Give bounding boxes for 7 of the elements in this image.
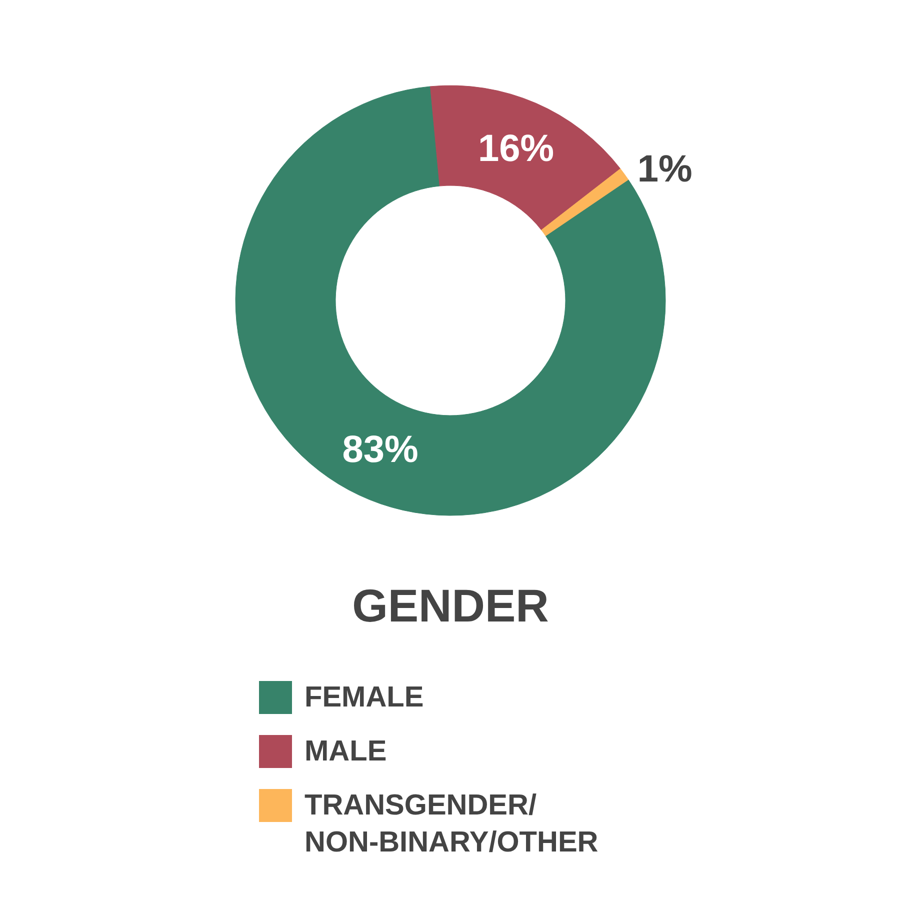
data-label: 16%: [478, 128, 554, 170]
data-label: 83%: [342, 428, 418, 471]
legend-label: MALE: [304, 736, 387, 768]
data-label: 1%: [637, 148, 692, 191]
legend-label: FEMALE: [304, 682, 424, 714]
legend-label: TRANSGENDER/NON-BINARY/OTHER: [304, 790, 598, 858]
text: GENDER: [352, 580, 549, 632]
